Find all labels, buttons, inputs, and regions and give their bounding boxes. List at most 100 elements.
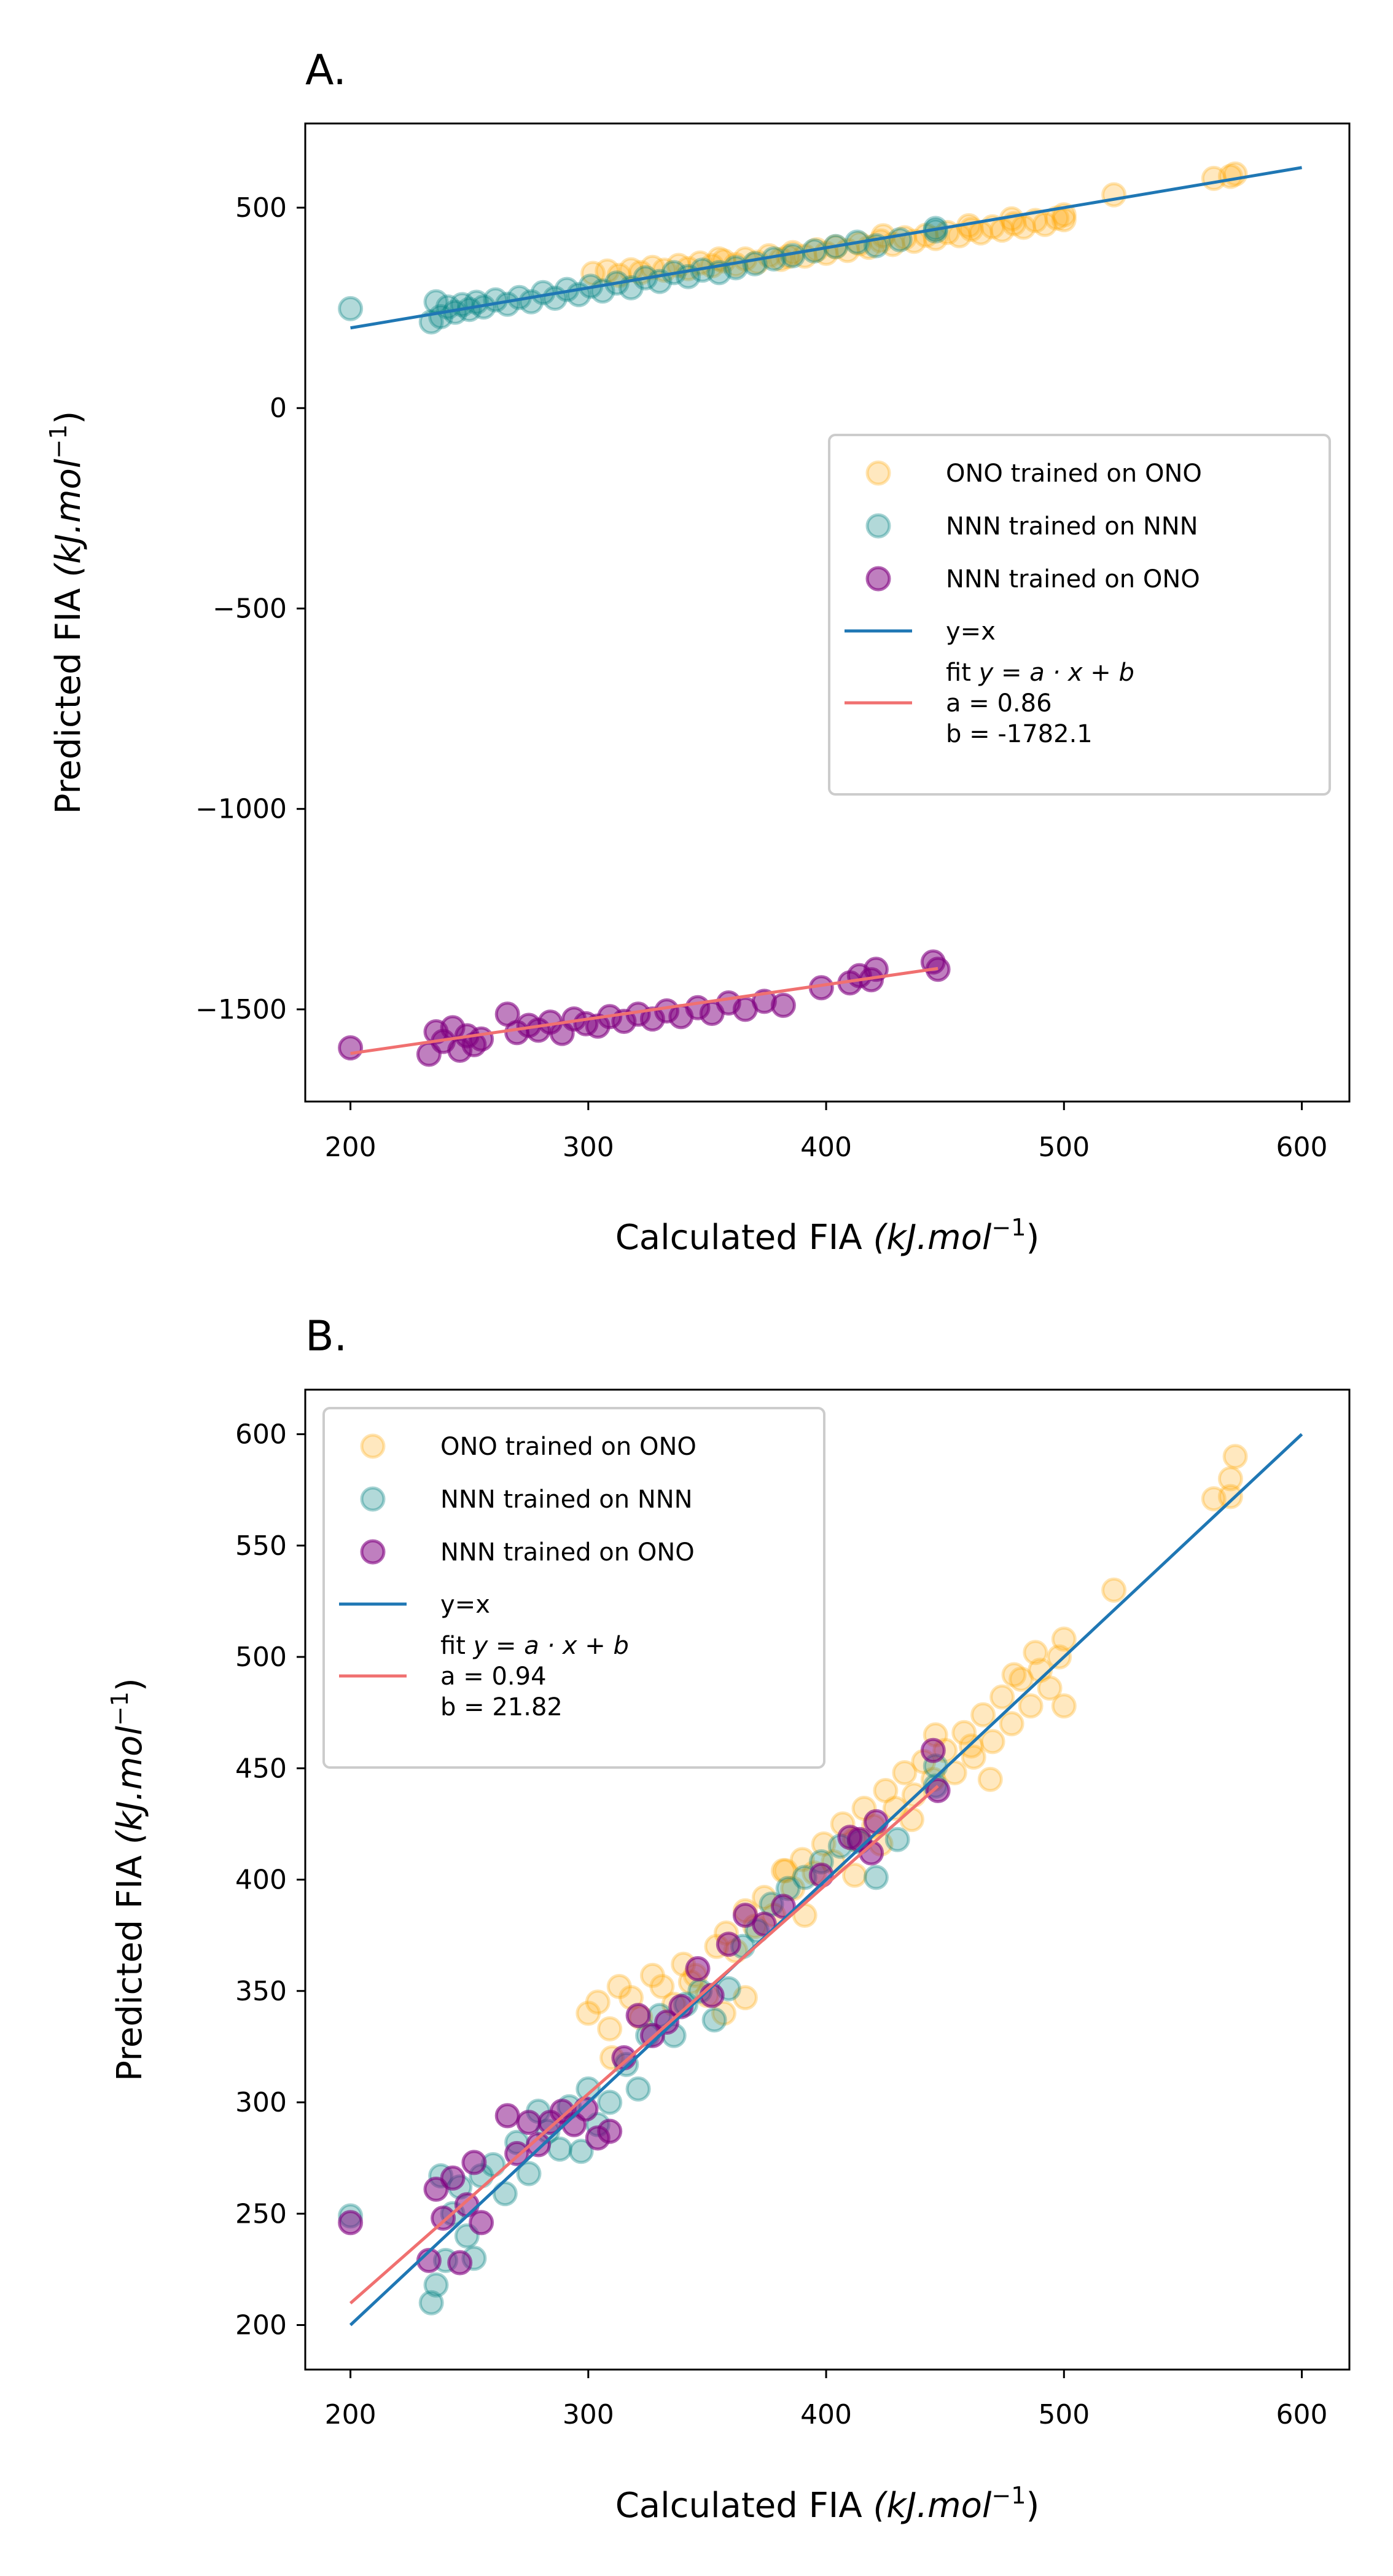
data-point	[431, 2206, 456, 2231]
data-point	[1201, 1486, 1227, 1512]
data-point	[338, 1035, 364, 1061]
x-tick-label: 400	[800, 2399, 852, 2430]
data-point	[597, 2089, 623, 2115]
data-point	[423, 2272, 449, 2298]
data-point	[597, 2118, 623, 2144]
series-nnn-on-nnn	[338, 216, 948, 335]
legend-label: NNN trained on ONO	[946, 565, 1200, 593]
legend-label: y=x	[440, 1591, 490, 1619]
data-point	[901, 229, 927, 254]
legend-fit-b: b = 21.82	[440, 1693, 563, 1721]
data-point	[1222, 161, 1248, 187]
legend-fit-equation: y = a · x + b	[473, 1632, 629, 1660]
data-point	[732, 1985, 758, 2011]
data-point	[842, 1862, 867, 1888]
y-tick-label: 200	[235, 2310, 287, 2341]
y-tick-label: 400	[235, 1865, 287, 1896]
plot-area	[338, 1433, 1303, 2327]
data-point	[1032, 211, 1058, 237]
data-point	[863, 1809, 889, 1834]
data-point	[516, 2110, 542, 2136]
legend-marker	[360, 1539, 386, 1565]
data-point	[625, 2003, 651, 2029]
legend-box	[828, 434, 1331, 796]
data-point	[1047, 1644, 1072, 1670]
x-axis-label-exponent: −1	[991, 1214, 1026, 1241]
data-point	[685, 1956, 711, 1981]
data-point	[338, 2210, 364, 2236]
data-point	[923, 225, 948, 251]
data-point	[951, 1720, 977, 1745]
y-tick-label: 250	[235, 2198, 287, 2230]
data-point	[418, 2290, 444, 2316]
y-tick-label: −500	[213, 593, 287, 624]
legend-fit-word: fit	[440, 1632, 474, 1660]
x-axis-label-main: Calculated FIA	[615, 1218, 873, 1258]
data-point	[770, 992, 796, 1018]
data-point	[585, 1989, 611, 2015]
data-point	[1023, 1640, 1048, 1666]
data-point	[1051, 1693, 1077, 1719]
y-tick-label: 300	[235, 2087, 287, 2118]
data-point	[1009, 1666, 1034, 1692]
x-axis-label-close: )	[1026, 1218, 1039, 1258]
y-tick-label: 450	[235, 1753, 287, 1784]
data-point	[516, 2161, 542, 2186]
legend-marker	[865, 513, 891, 539]
data-point	[504, 2140, 530, 2166]
legend-fit-equation: y = a · x + b	[978, 659, 1134, 687]
data-point	[1051, 207, 1077, 233]
data-point	[597, 2016, 623, 2042]
data-point	[576, 2000, 601, 2026]
x-axis-label-exponent: −1	[991, 2482, 1026, 2509]
identity-line	[350, 166, 1302, 330]
legend-label: NNN trained on NNN	[440, 1486, 693, 1514]
legend-fit-a: a = 0.86	[946, 689, 1052, 718]
data-point	[580, 260, 606, 286]
data-point	[882, 1796, 908, 1821]
data-point	[492, 2181, 518, 2207]
x-axis-label-unit: (kJ.mol	[873, 2486, 991, 2526]
x-axis-label-unit: (kJ.mol	[873, 1218, 991, 1258]
data-point	[811, 1831, 837, 1857]
y-axis-label: Predicted FIA (kJ.mol−1)	[45, 411, 88, 814]
x-axis-label: Calculated FIA (kJ.mol−1)	[615, 2482, 1040, 2526]
data-point	[606, 1974, 632, 1999]
x-tick-label: 400	[800, 1132, 852, 1163]
legend-fit-b: b = -1782.1	[946, 720, 1093, 748]
data-point	[970, 1702, 996, 1728]
data-point	[526, 2132, 551, 2158]
y-tick-label: 350	[235, 1976, 287, 2007]
y-axis-label-main: Predicted FIA	[110, 1844, 150, 2081]
x-tick-label: 200	[325, 1132, 377, 1163]
data-point	[1037, 1675, 1063, 1701]
x-tick-label: 300	[563, 2399, 614, 2430]
data-point	[447, 2250, 473, 2276]
y-tick-label: 500	[235, 192, 287, 224]
legend-marker	[865, 566, 891, 592]
y-axis-label-main: Predicted FIA	[49, 577, 88, 815]
data-point	[899, 1807, 924, 1833]
y-axis-label-unit: (kJ.mol	[110, 1726, 150, 1844]
data-point	[1051, 1626, 1077, 1652]
legend-label: NNN trained on ONO	[440, 1538, 695, 1567]
data-point	[649, 1974, 675, 1999]
data-point	[873, 1778, 899, 1803]
data-point	[863, 957, 889, 982]
data-point	[625, 2076, 651, 2102]
data-point	[942, 1760, 967, 1785]
data-point	[751, 1911, 777, 1937]
legend-label: y=x	[946, 617, 996, 646]
data-point	[925, 1778, 951, 1803]
y-tick-label: 500	[235, 1642, 287, 1673]
data-point	[961, 1744, 986, 1770]
y-tick-label: −1000	[195, 794, 287, 825]
data-point	[1001, 1662, 1027, 1688]
y-axis-label-exponent: −1	[106, 1691, 133, 1726]
legend-fit-title: fit y = a · x + b	[946, 659, 1134, 687]
legend-marker	[865, 460, 891, 486]
data-point	[989, 1684, 1015, 1710]
y-axis-label-close: )	[49, 411, 88, 425]
y-tick-label: 0	[270, 393, 287, 424]
